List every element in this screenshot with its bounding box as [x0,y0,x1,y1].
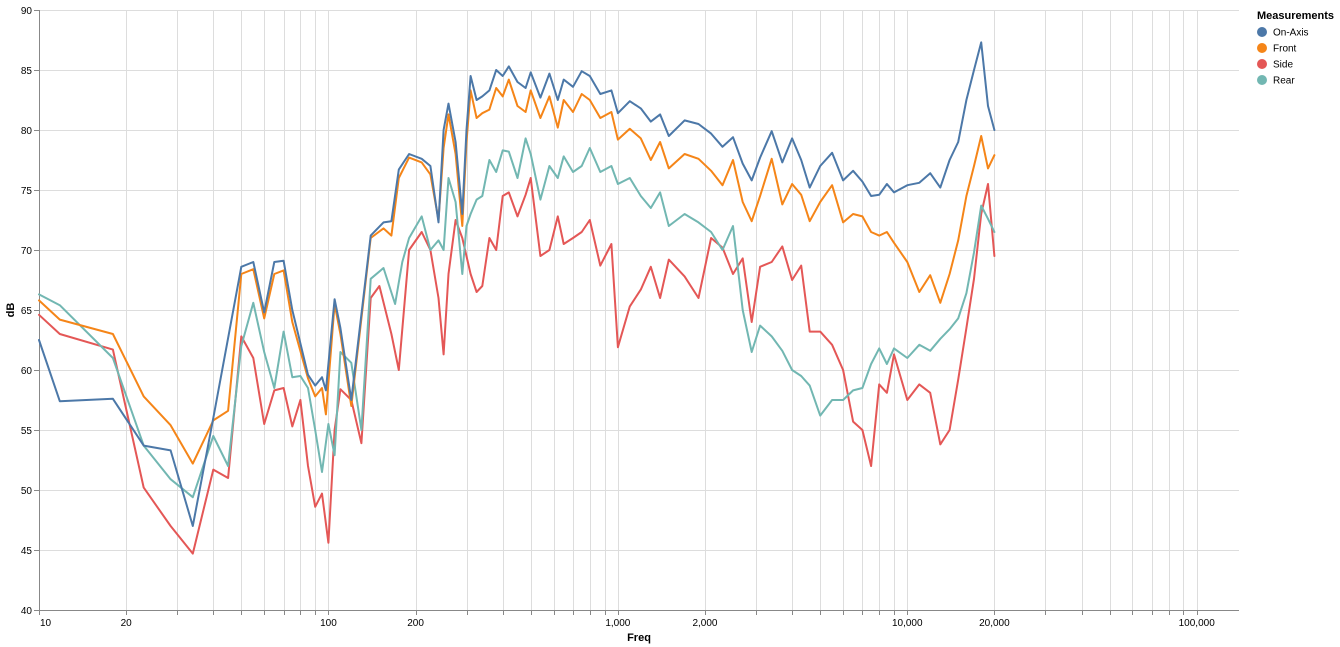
legend-label[interactable]: Side [1273,60,1293,71]
series-line-side[interactable] [38,177,996,555]
series-line-rear[interactable] [38,137,996,499]
y-tick-label: 45 [21,546,33,557]
y-tick-label: 65 [21,306,33,317]
axes-layer: 40 45 50 55 60 65 70 75 80 85 90 10 20 100 200 1,000 2,0… [21,6,1239,629]
legend[interactable]: Measurements On-Axis Front Side Rear [1257,10,1334,87]
legend-symbol[interactable] [1257,59,1267,69]
y-tick-label: 50 [21,486,33,497]
y-tick-label: 80 [21,126,33,137]
y-axis-title: dB [5,303,17,318]
y-tick-label: 85 [21,66,33,77]
grid-layer [39,10,1239,611]
y-tick-label: 75 [21,186,33,197]
legend-label[interactable]: Rear [1273,76,1295,87]
y-tick-label: 55 [21,426,33,437]
series-line-on-axis[interactable] [38,41,996,527]
series-line-front[interactable] [38,78,996,465]
x-tick-label: 20,000 [979,618,1010,629]
y-tick-label: 70 [21,246,33,257]
x-tick-label: 1,000 [605,618,630,629]
y-tick-label: 40 [21,606,33,617]
x-tick-label: 2,000 [692,618,717,629]
x-axis-title: Freq [627,632,651,644]
series-layer [38,41,996,555]
x-tick-label: 100 [320,618,337,629]
y-tick-label: 90 [21,6,33,17]
legend-symbol[interactable] [1257,27,1267,37]
x-tick-label: 10,000 [892,618,923,629]
legend-label[interactable]: On-Axis [1273,28,1309,39]
x-tick-label: 10 [40,618,52,629]
legend-symbol[interactable] [1257,43,1267,53]
y-tick-label: 60 [21,366,33,377]
legend-title: Measurements [1257,10,1334,22]
legend-symbol[interactable] [1257,75,1267,85]
x-tick-label: 20 [121,618,133,629]
x-tick-label: 200 [407,618,424,629]
legend-label[interactable]: Front [1273,44,1297,55]
x-tick-label: 100,000 [1179,618,1216,629]
